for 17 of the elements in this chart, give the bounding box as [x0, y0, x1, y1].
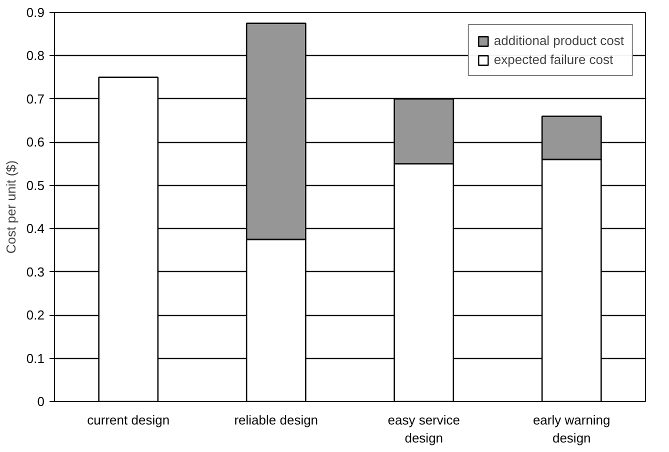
x-tick-label: current design	[87, 412, 170, 428]
x-tick-label: early warning design	[532, 412, 610, 446]
y-tick-label: 0.9	[26, 5, 45, 20]
legend-label: additional product cost	[494, 33, 624, 48]
y-tick-label: 0.1	[26, 350, 45, 366]
y-tick-label: 0.4	[26, 221, 45, 236]
y-tick-label: 0.5	[26, 178, 45, 193]
y-tick-label: 0.7	[26, 91, 45, 106]
y-tick-label: 0.3	[26, 264, 45, 280]
x-tick-label: reliable design	[234, 412, 318, 428]
x-tick-label: easy service design	[388, 412, 460, 446]
y-axis-title: Cost per unit ($)	[3, 160, 18, 254]
legend-label: expected failure cost	[494, 52, 614, 67]
y-tick-label: 0.2	[26, 308, 45, 323]
y-tick-label: 0.8	[26, 48, 45, 64]
y-tick-label: 0	[37, 394, 45, 409]
y-tick-label: 0.6	[26, 134, 45, 150]
